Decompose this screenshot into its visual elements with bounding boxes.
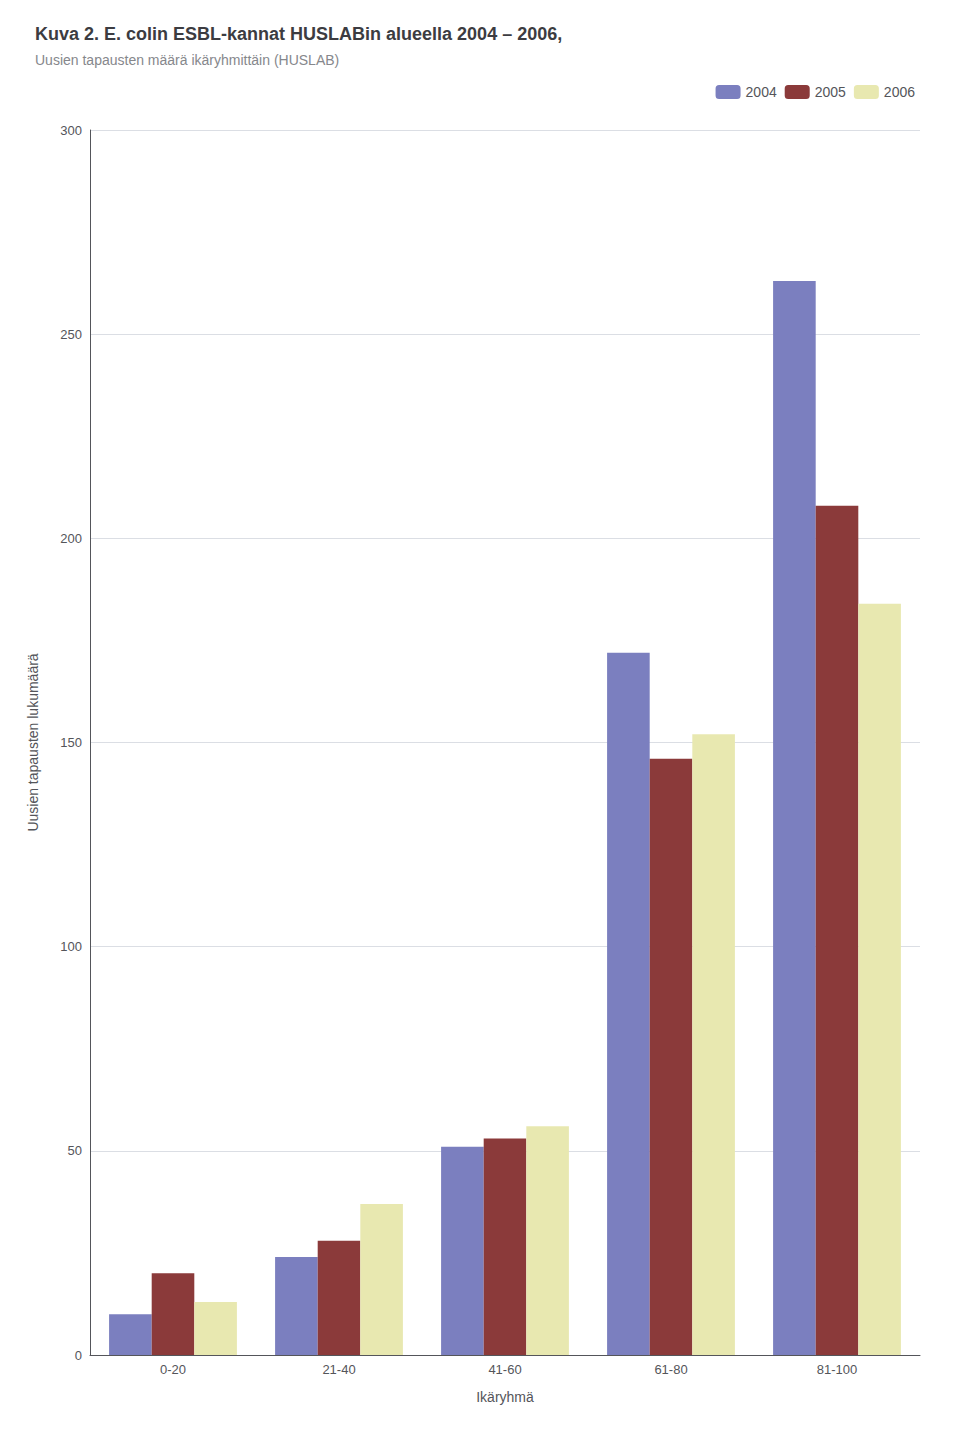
svg-text:200: 200: [60, 531, 82, 546]
svg-text:21-40: 21-40: [322, 1362, 355, 1377]
svg-text:100: 100: [60, 939, 82, 954]
svg-text:2004: 2004: [746, 84, 777, 100]
svg-text:Uusien tapausten lukumäärä: Uusien tapausten lukumäärä: [25, 653, 41, 831]
svg-text:61-80: 61-80: [654, 1362, 687, 1377]
svg-text:2006: 2006: [884, 84, 915, 100]
svg-text:0: 0: [75, 1348, 82, 1363]
svg-text:41-60: 41-60: [488, 1362, 521, 1377]
svg-text:Kuva 2. E. colin ESBL-kannat H: Kuva 2. E. colin ESBL-kannat HUSLABin al…: [35, 24, 562, 44]
svg-text:2005: 2005: [815, 84, 846, 100]
svg-text:81-100: 81-100: [817, 1362, 857, 1377]
svg-text:50: 50: [68, 1143, 82, 1158]
svg-text:150: 150: [60, 735, 82, 750]
svg-text:250: 250: [60, 327, 82, 342]
svg-text:Uusien tapausten määrä ikäryhm: Uusien tapausten määrä ikäryhmittäin (HU…: [35, 52, 339, 68]
svg-text:0-20: 0-20: [160, 1362, 186, 1377]
svg-text:Ikäryhmä: Ikäryhmä: [476, 1389, 534, 1405]
svg-text:300: 300: [60, 123, 82, 138]
